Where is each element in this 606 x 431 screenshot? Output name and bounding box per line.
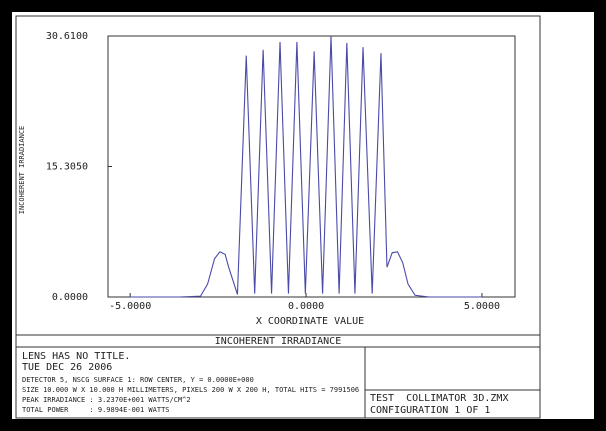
x-tick-label: -5.0000: [109, 301, 151, 312]
y-axis-label: INCOHERENT IRRADIANCE: [18, 126, 26, 215]
file-info: CONFIGURATION 1 OF 1: [370, 405, 490, 416]
info-line: TOTAL POWER : 9.9894E-001 WATTS: [22, 406, 170, 414]
y-tick-label: 0.0000: [52, 292, 88, 303]
info-line: TUE DEC 26 2006: [22, 362, 112, 373]
x-tick-label: 0.0000: [288, 301, 324, 312]
chart-title: INCOHERENT IRRADIANCE: [215, 336, 341, 347]
x-tick-label: 5.0000: [464, 301, 500, 312]
info-line: DETECTOR 5, NSCG SURFACE 1: ROW CENTER, …: [22, 376, 254, 384]
x-axis-label: X COORDINATE VALUE: [256, 316, 364, 327]
y-tick-label: 15.3050: [46, 162, 88, 173]
info-line: PEAK IRRADIANCE : 3.2370E+001 WATTS/CM^2: [22, 396, 191, 404]
info-line: SIZE 10.000 W X 10.000 H MILLIMETERS, PI…: [22, 386, 359, 394]
plot-border: [15, 15, 541, 419]
file-info: TEST COLLIMATOR 3D.ZMX: [370, 393, 508, 404]
info-line: LENS HAS NO TITLE.: [22, 351, 130, 362]
y-tick-label: 30.6100: [46, 31, 88, 42]
series-line: [130, 36, 482, 298]
